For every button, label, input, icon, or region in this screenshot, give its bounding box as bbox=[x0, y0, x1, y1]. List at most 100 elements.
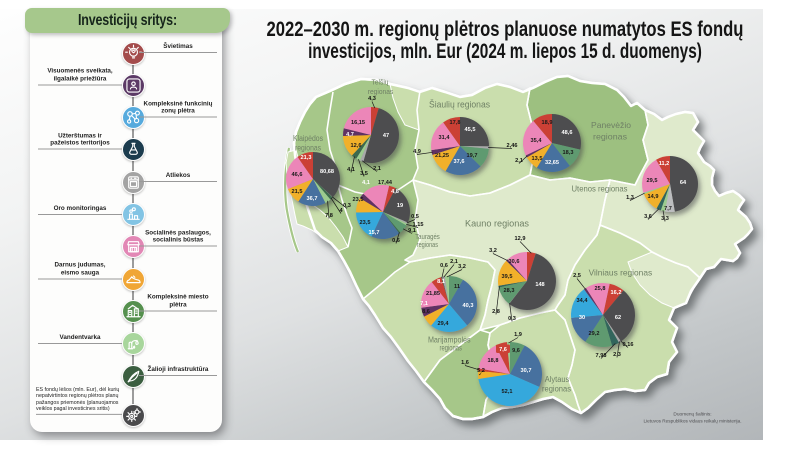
svg-text:Klaipėdos: Klaipėdos bbox=[293, 134, 323, 143]
svg-text:Telšių: Telšių bbox=[372, 80, 389, 87]
svg-text:28,3: 28,3 bbox=[504, 288, 515, 294]
svg-text:11,2: 11,2 bbox=[659, 161, 670, 167]
svg-text:36,7: 36,7 bbox=[307, 196, 318, 202]
svg-text:Utenos regionas: Utenos regionas bbox=[572, 184, 628, 194]
svg-text:80,68: 80,68 bbox=[320, 169, 334, 175]
svg-text:32,65: 32,65 bbox=[545, 160, 559, 166]
svg-text:0,3: 0,3 bbox=[508, 316, 516, 322]
svg-text:11: 11 bbox=[454, 284, 460, 290]
svg-text:2,5: 2,5 bbox=[573, 273, 581, 279]
svg-text:7,6: 7,6 bbox=[499, 347, 507, 353]
svg-text:7,98: 7,98 bbox=[596, 353, 607, 359]
svg-text:Kauno regionas: Kauno regionas bbox=[465, 218, 529, 228]
svg-text:21,3: 21,3 bbox=[301, 155, 312, 161]
svg-text:46,6: 46,6 bbox=[292, 172, 303, 178]
svg-text:19: 19 bbox=[397, 203, 403, 209]
svg-text:29,2: 29,2 bbox=[589, 331, 600, 337]
svg-text:34,4: 34,4 bbox=[577, 298, 589, 304]
svg-text:64: 64 bbox=[680, 180, 687, 186]
svg-text:8,6: 8,6 bbox=[422, 309, 430, 315]
svg-text:31,4: 31,4 bbox=[439, 135, 451, 141]
svg-text:4,1: 4,1 bbox=[362, 180, 370, 186]
svg-text:12,6: 12,6 bbox=[351, 143, 362, 149]
svg-text:Marijampolės: Marijampolės bbox=[428, 336, 471, 345]
svg-text:Duomenų šaltinis:: Duomenų šaltinis: bbox=[673, 412, 711, 418]
svg-text:3,5: 3,5 bbox=[360, 171, 368, 177]
svg-text:Lietuvos Respublikos vidaus re: Lietuvos Respublikos vidaus reikalų mini… bbox=[644, 419, 742, 425]
svg-text:1,3: 1,3 bbox=[626, 195, 634, 201]
svg-text:14,9: 14,9 bbox=[648, 194, 659, 200]
svg-text:9,1: 9,1 bbox=[408, 228, 416, 234]
svg-text:35,4: 35,4 bbox=[531, 138, 543, 144]
svg-text:30: 30 bbox=[579, 315, 585, 321]
svg-text:23,5: 23,5 bbox=[360, 220, 371, 226]
svg-text:regionas: regionas bbox=[295, 144, 321, 153]
svg-text:19,7: 19,7 bbox=[467, 153, 478, 159]
svg-text:23,5: 23,5 bbox=[353, 197, 364, 203]
svg-text:0,3: 0,3 bbox=[343, 203, 351, 209]
svg-text:45,5: 45,5 bbox=[465, 127, 476, 133]
svg-text:Vilniaus regionas: Vilniaus regionas bbox=[589, 268, 653, 278]
svg-text:regionas: regionas bbox=[593, 131, 627, 141]
svg-text:29,4: 29,4 bbox=[438, 321, 450, 327]
svg-text:3,2: 3,2 bbox=[458, 264, 466, 270]
svg-text:regionas: regionas bbox=[417, 242, 439, 249]
svg-text:37,6: 37,6 bbox=[454, 159, 465, 165]
svg-text:48,6: 48,6 bbox=[562, 130, 573, 136]
svg-text:7,1: 7,1 bbox=[420, 301, 428, 307]
svg-text:9,6: 9,6 bbox=[512, 348, 520, 354]
svg-text:2,1: 2,1 bbox=[515, 158, 523, 164]
svg-text:16,15: 16,15 bbox=[351, 120, 365, 126]
svg-text:2,8: 2,8 bbox=[492, 309, 500, 315]
svg-text:40,3: 40,3 bbox=[463, 303, 474, 309]
svg-text:13,5: 13,5 bbox=[532, 156, 543, 162]
svg-text:18,8: 18,8 bbox=[488, 358, 499, 364]
svg-text:0,5: 0,5 bbox=[411, 214, 419, 220]
svg-text:16,2: 16,2 bbox=[611, 290, 622, 296]
svg-text:21,5: 21,5 bbox=[292, 189, 303, 195]
svg-text:Tauragės: Tauragės bbox=[415, 234, 440, 241]
svg-text:Panevėžio: Panevėžio bbox=[591, 120, 631, 130]
svg-text:2,1: 2,1 bbox=[373, 166, 381, 172]
svg-text:4,3: 4,3 bbox=[368, 96, 376, 102]
svg-text:1,6: 1,6 bbox=[461, 360, 469, 366]
svg-text:Šiaulių regionas: Šiaulių regionas bbox=[429, 100, 490, 110]
svg-text:21,85: 21,85 bbox=[426, 291, 440, 297]
svg-text:1,15: 1,15 bbox=[413, 222, 424, 228]
svg-text:1,9: 1,9 bbox=[514, 332, 522, 338]
svg-text:2,1: 2,1 bbox=[450, 259, 458, 265]
svg-text:62: 62 bbox=[615, 315, 621, 321]
svg-text:47: 47 bbox=[383, 133, 389, 139]
svg-text:148: 148 bbox=[535, 282, 544, 288]
svg-text:regionas: regionas bbox=[368, 89, 394, 96]
svg-text:25,8: 25,8 bbox=[595, 286, 606, 292]
svg-text:3,2: 3,2 bbox=[489, 248, 497, 254]
svg-text:39,5: 39,5 bbox=[502, 274, 513, 280]
svg-text:52,1: 52,1 bbox=[502, 389, 513, 395]
svg-text:7,8: 7,8 bbox=[325, 213, 333, 219]
svg-text:0,16: 0,16 bbox=[623, 342, 634, 348]
svg-text:7,7: 7,7 bbox=[664, 206, 672, 212]
svg-text:18,9: 18,9 bbox=[542, 120, 553, 126]
svg-text:Alytaus: Alytaus bbox=[545, 375, 570, 384]
svg-text:2,46: 2,46 bbox=[507, 143, 518, 149]
svg-text:30,6: 30,6 bbox=[509, 259, 520, 265]
svg-text:0,6: 0,6 bbox=[392, 238, 400, 244]
svg-text:4: 4 bbox=[339, 208, 343, 214]
svg-text:30,7: 30,7 bbox=[521, 368, 532, 374]
svg-text:4,9: 4,9 bbox=[413, 149, 421, 155]
svg-text:15,7: 15,7 bbox=[369, 230, 380, 236]
svg-text:regionas: regionas bbox=[440, 344, 462, 353]
svg-text:8,1: 8,1 bbox=[437, 279, 445, 285]
svg-text:2,3: 2,3 bbox=[613, 352, 621, 358]
svg-text:29,5: 29,5 bbox=[647, 178, 658, 184]
svg-text:4,7: 4,7 bbox=[346, 132, 354, 138]
svg-text:0,6: 0,6 bbox=[440, 263, 448, 269]
svg-text:4,8: 4,8 bbox=[391, 189, 399, 195]
svg-text:18,3: 18,3 bbox=[563, 150, 574, 156]
svg-text:17,8: 17,8 bbox=[450, 120, 461, 126]
svg-text:3,6: 3,6 bbox=[644, 214, 652, 220]
svg-text:21,25: 21,25 bbox=[435, 153, 449, 159]
svg-text:17,44: 17,44 bbox=[378, 180, 393, 186]
svg-text:regionas: regionas bbox=[542, 385, 571, 394]
